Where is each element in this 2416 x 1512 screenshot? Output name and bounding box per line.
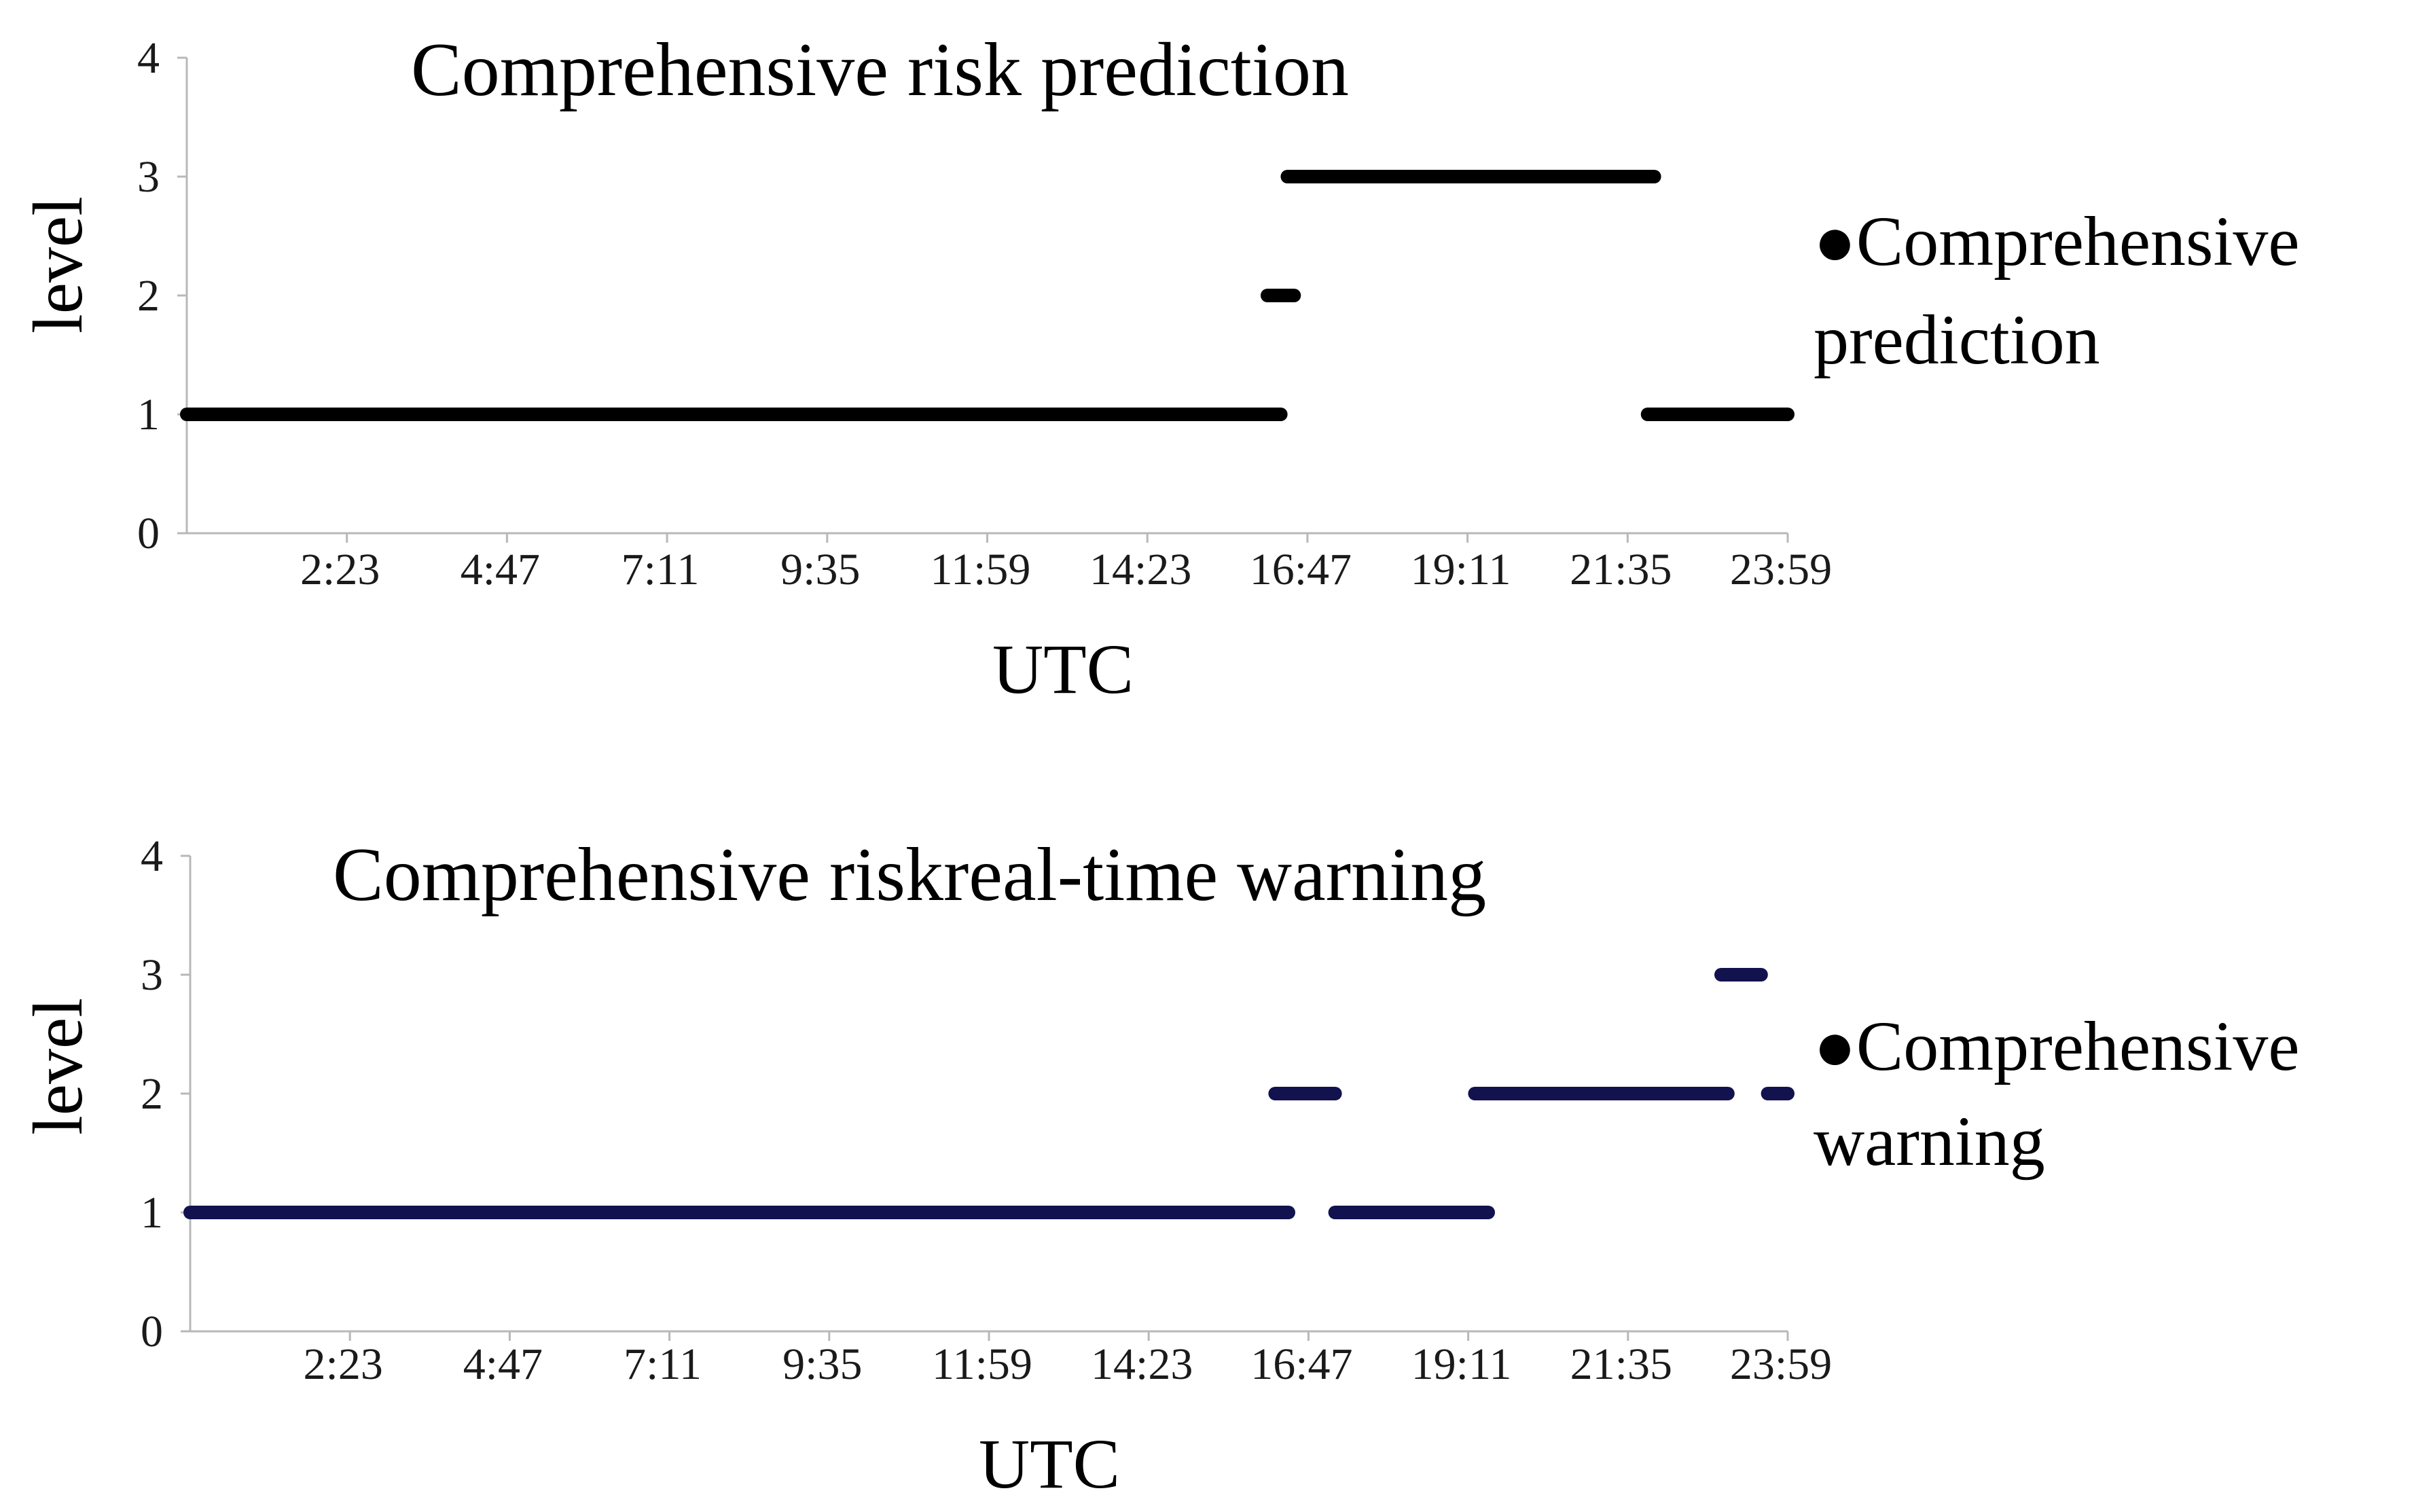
y-tick-label: 4	[137, 33, 160, 83]
x-tick-label: 2:23	[304, 1339, 383, 1389]
legend: ●Comprehensive prediction	[1814, 202, 2300, 379]
x-tick-label: 21:35	[1570, 545, 1672, 594]
x-tick-label: 19:11	[1411, 1339, 1512, 1389]
x-tick-label: 11:59	[931, 545, 1031, 594]
x-tick-label: 19:11	[1411, 545, 1511, 594]
y-tick-label: 1	[141, 1188, 163, 1238]
legend-line-2: prediction	[1814, 301, 2100, 379]
x-tick-label: 21:35	[1570, 1339, 1672, 1389]
x-tick-label: 4:47	[461, 545, 540, 594]
x-axis-label: UTC	[992, 630, 1134, 708]
x-tick-label: 23:59	[1730, 545, 1832, 594]
legend-text-1: Comprehensive	[1856, 202, 2300, 281]
y-tick-label: 4	[141, 831, 163, 881]
x-tick-label: 14:23	[1089, 545, 1191, 594]
x-tick-label: 16:47	[1250, 545, 1352, 594]
x-tick-label: 7:11	[624, 1339, 702, 1389]
legend-line-1: ●Comprehensive	[1814, 202, 2300, 281]
x-tick-label: 4:47	[463, 1339, 543, 1389]
y-axis-label: level	[19, 196, 97, 334]
chart-title: Comprehensive risk prediction	[411, 28, 1349, 112]
x-tick-label: 11:59	[932, 1339, 1032, 1389]
chart-panel-warning: Comprehensive riskreal-time warning leve…	[19, 831, 2300, 1503]
chart-title: Comprehensive riskreal-time warning	[333, 833, 1486, 917]
y-axis-label: level	[19, 998, 97, 1135]
x-tick-label: 16:47	[1250, 1339, 1352, 1389]
y-tick-label: 3	[141, 950, 163, 1000]
x-tick-label: 14:23	[1091, 1339, 1193, 1389]
y-tick-label: 2	[141, 1069, 163, 1119]
x-tick-label: 9:35	[780, 545, 860, 594]
legend-line-1: ●Comprehensive	[1814, 1007, 2300, 1085]
x-tick-label: 7:11	[621, 545, 700, 594]
legend-line-2: warning	[1814, 1102, 2045, 1181]
legend: ●Comprehensive warning	[1814, 1007, 2300, 1181]
y-tick-label: 0	[137, 509, 160, 558]
chart-panel-prediction: Comprehensive risk prediction level UTC …	[19, 28, 2300, 708]
y-tick-label: 1	[137, 390, 160, 439]
legend-bullet: ●	[1814, 1007, 1856, 1085]
legend-bullet: ●	[1814, 202, 1856, 281]
x-axis-label: UTC	[979, 1425, 1120, 1503]
x-tick-label: 23:59	[1730, 1339, 1832, 1389]
y-tick-label: 2	[137, 271, 160, 321]
y-tick-label: 3	[137, 152, 160, 202]
x-tick-label: 2:23	[300, 545, 380, 594]
y-tick-label: 0	[141, 1307, 163, 1356]
x-tick-label: 9:35	[782, 1339, 862, 1389]
legend-text-1: Comprehensive	[1856, 1007, 2300, 1085]
